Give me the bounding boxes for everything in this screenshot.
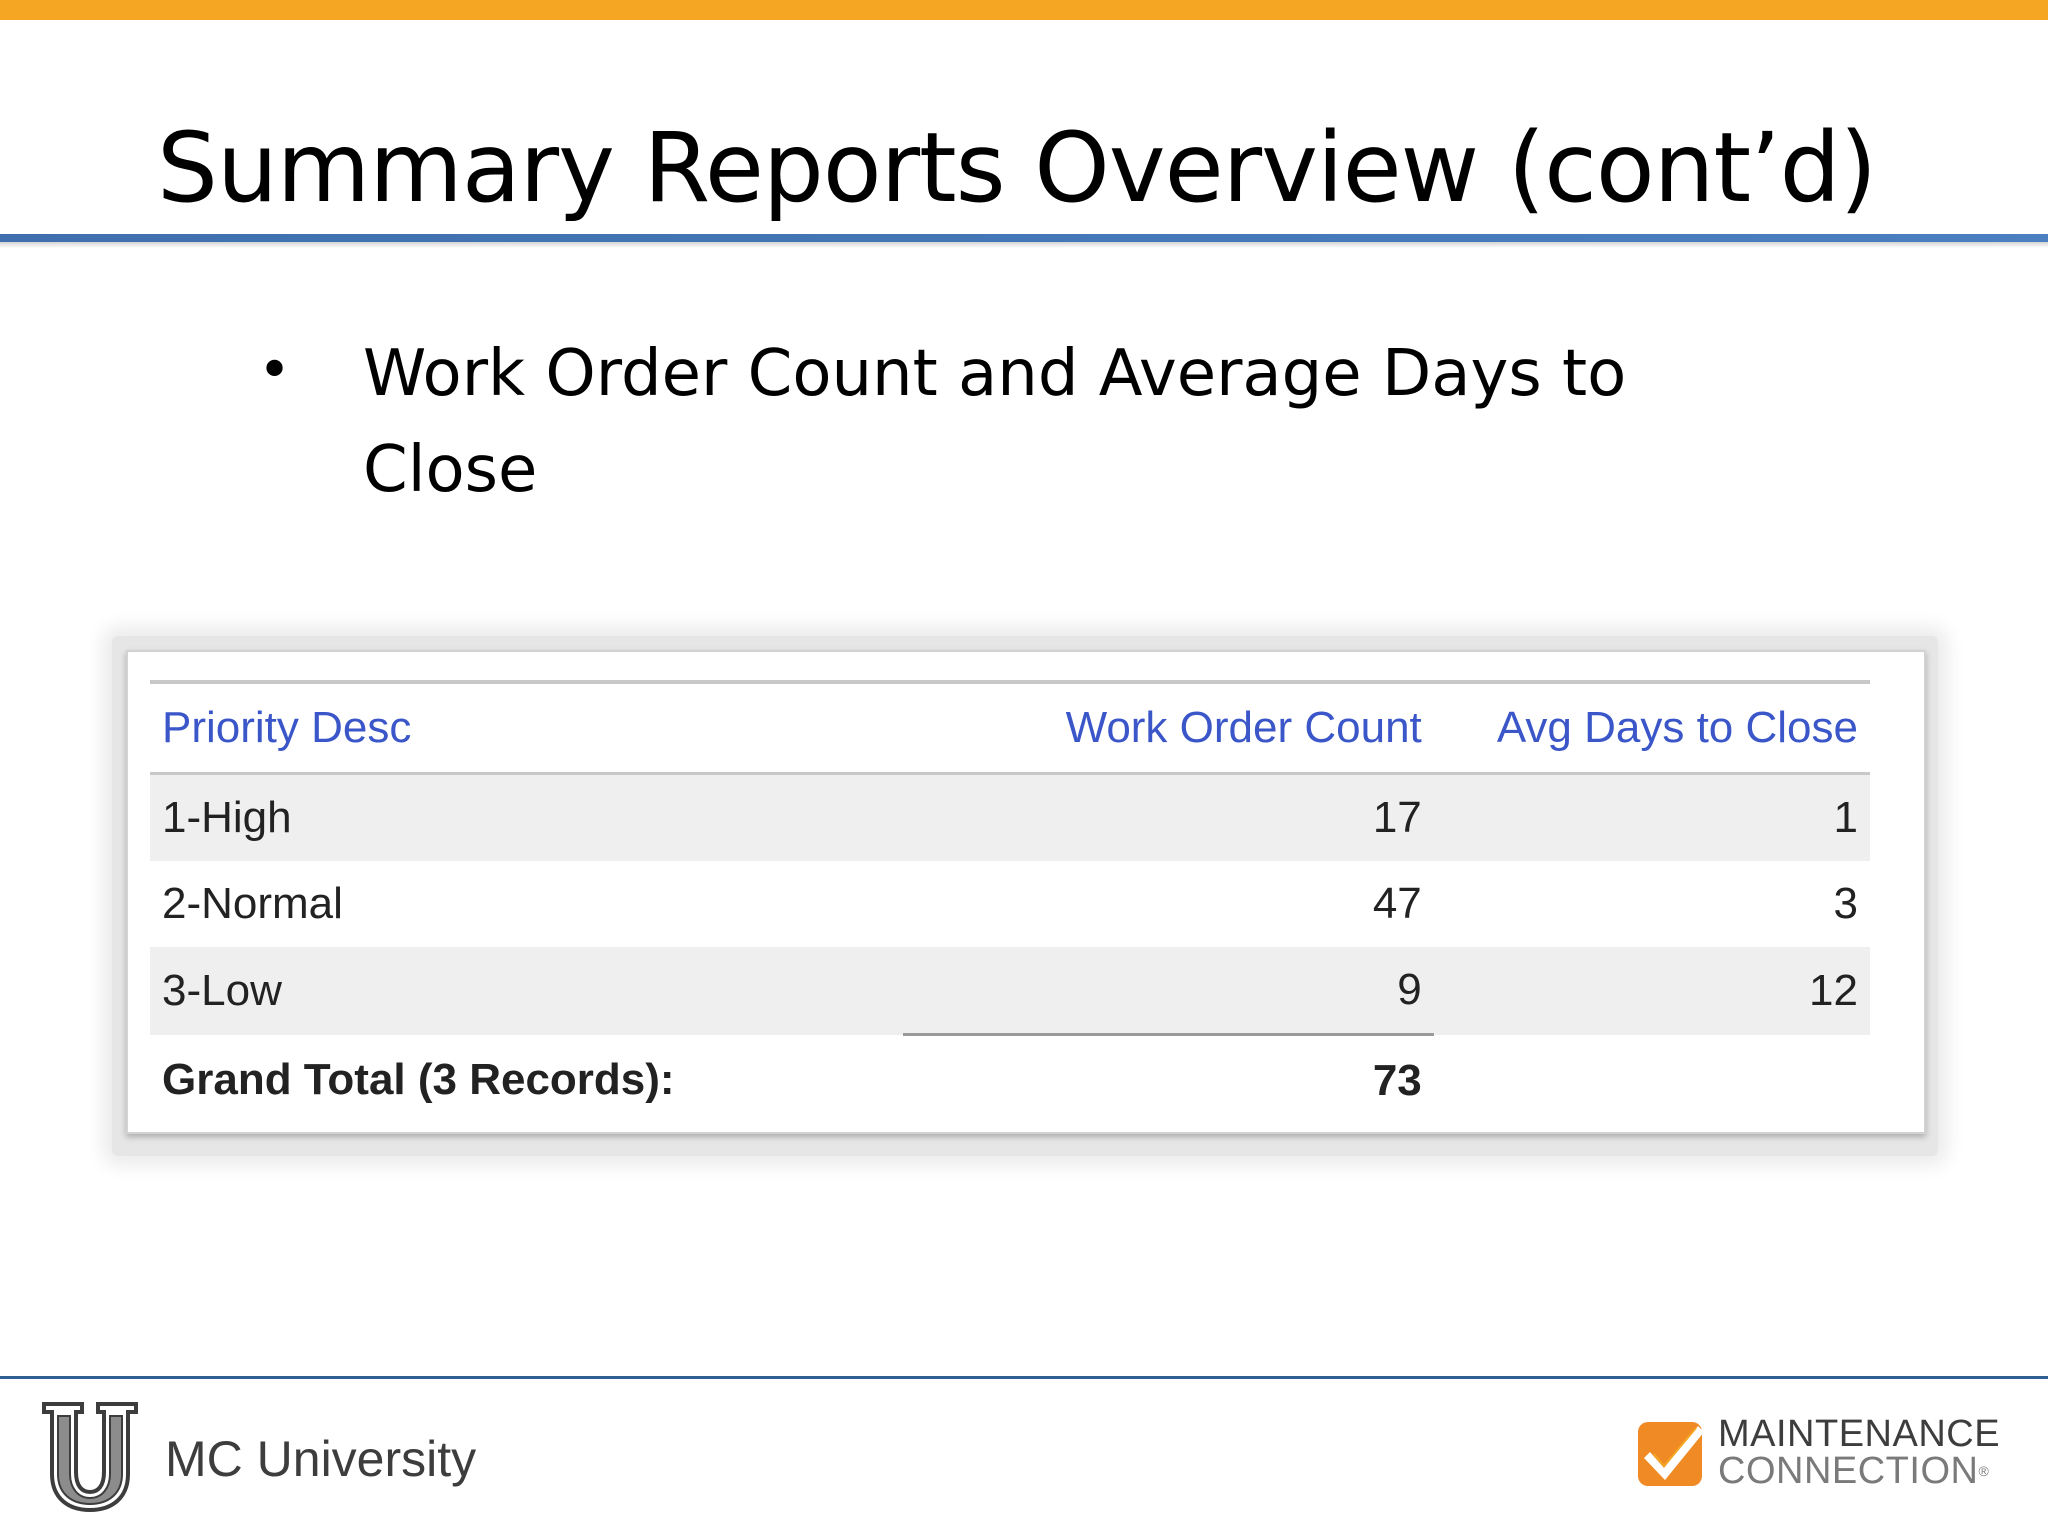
slide-title: Summary Reports Overview (cont’d) <box>157 112 1877 224</box>
table-row: 1-High 17 1 <box>150 773 1870 861</box>
top-accent-bar <box>0 0 2048 20</box>
footer-divider <box>0 1376 2048 1379</box>
priority-desc-cell: 1-High <box>162 793 292 842</box>
university-label: MC University <box>165 1431 477 1487</box>
avg-days-cell: 1 <box>1833 793 1858 842</box>
title-underline-shadow <box>0 242 2048 248</box>
work-order-count-cell: 17 <box>1372 793 1422 842</box>
table-row: 2-Normal 47 3 <box>150 861 1870 947</box>
grand-total-row: Grand Total (3 Records): 73 <box>150 1033 1870 1127</box>
brand-line-1: MAINTENANCE <box>1718 1413 2001 1455</box>
title-underline <box>0 234 2048 242</box>
column-header-avg-days-to-close[interactable]: Avg Days to Close <box>1433 682 1870 775</box>
avg-days-cell: 3 <box>1833 879 1858 928</box>
work-order-count-cell: 9 <box>1397 965 1422 1014</box>
registered-mark: ® <box>1978 1463 1990 1479</box>
table-row: 3-Low 9 12 <box>150 947 1870 1035</box>
grand-total-label: Grand Total (3 Records): <box>162 1055 675 1105</box>
work-order-count-cell: 47 <box>1372 879 1422 928</box>
university-u-logo-icon <box>42 1402 138 1512</box>
priority-desc-cell: 2-Normal <box>162 879 343 928</box>
maintenance-connection-wordmark: MAINTENANCE CONNECTION® <box>1718 1413 2001 1492</box>
bullet-icon: • <box>258 338 292 403</box>
column-header-work-order-count[interactable]: Work Order Count <box>902 682 1434 775</box>
grand-total-count: 73 <box>902 1033 1434 1126</box>
summary-table: Priority Desc Work Order Count Avg Days … <box>150 680 1870 1126</box>
grand-total-avg <box>1434 1035 1870 1127</box>
report-panel: Priority Desc Work Order Count Avg Days … <box>126 650 1926 1134</box>
avg-days-cell: 12 <box>1809 965 1858 1015</box>
bullet-text: Work Order Count and Average Days to Clo… <box>363 337 1627 507</box>
brand-line-2: CONNECTION® <box>1718 1450 2000 1492</box>
table-header-row: Priority Desc Work Order Count Avg Days … <box>150 682 1870 775</box>
priority-desc-cell: 3-Low <box>162 965 282 1015</box>
brand-line-2-text: CONNECTION <box>1718 1450 1979 1492</box>
maintenance-connection-check-logo-icon <box>1638 1422 1704 1486</box>
column-header-priority-desc[interactable]: Priority Desc <box>150 682 903 775</box>
